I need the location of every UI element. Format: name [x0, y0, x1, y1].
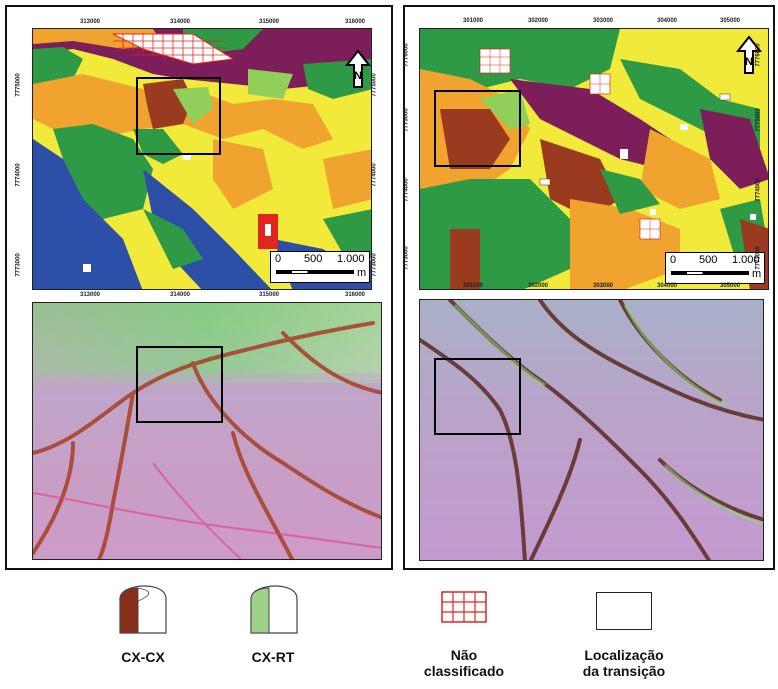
left-xtick-top-1: 313000 — [80, 19, 101, 25]
localizacao-box-icon — [596, 592, 652, 630]
left-classification-raster — [33, 29, 371, 289]
right-drainage-network — [420, 300, 763, 560]
svg-text:N: N — [354, 70, 362, 82]
left-xtick-bottom-1: 313000 — [80, 292, 101, 298]
right-ytick-right-3: 7774000 — [755, 178, 762, 202]
legend-loc-line2: da transição — [582, 663, 666, 679]
nao-classificado-grid-icon — [441, 591, 487, 623]
left-xtick-bottom-3: 315000 — [259, 292, 280, 298]
right-xtick-bottom-4: 304000 — [657, 283, 678, 289]
cx-cx-block-icon — [119, 585, 167, 634]
left-ytick-left-2: 7774000 — [15, 163, 22, 187]
left-panel: N 0 500 1.000 m 313000 314000 315000 316… — [5, 5, 393, 570]
right-classification-map: N 0 500 1.000 m — [419, 28, 769, 290]
left-ytick-left-3: 7773000 — [15, 253, 22, 277]
right-xtick-top-5: 305000 — [720, 18, 741, 24]
right-ytick-left-4: 7773000 — [403, 246, 410, 270]
right-ytick-right-1: 7776000 — [755, 43, 762, 67]
right-composite-image — [419, 299, 764, 561]
right-ytick-right-4: 7773000 — [755, 246, 762, 270]
cx-rt-block-icon — [250, 585, 298, 634]
left-ytick-right-1: 7775000 — [371, 73, 378, 97]
left-xtick-top-2: 314000 — [170, 19, 191, 25]
right-xtick-bottom-3: 303000 — [593, 283, 614, 289]
right-scale-bar: 0 500 1.000 m — [665, 252, 765, 284]
right-xtick-bottom-2: 302000 — [528, 283, 549, 289]
left-xtick-top-4: 316000 — [345, 19, 366, 25]
right-xtick-top-1: 301000 — [463, 18, 484, 24]
legend-nao-line1: Não — [450, 647, 478, 663]
legend-cx-rt: CX-RT — [251, 649, 295, 665]
left-drainage-network — [33, 303, 381, 559]
left-scale-bar: 0 500 1.000 m — [270, 251, 370, 283]
left-xtick-bottom-4: 316000 — [345, 292, 366, 298]
right-ytick-left-2: 7775000 — [403, 108, 410, 132]
right-transition-box-lower — [434, 358, 521, 435]
right-xtick-top-4: 304000 — [657, 18, 678, 24]
legend-cx-cx: CX-CX — [121, 649, 165, 665]
right-classification-raster — [420, 29, 768, 289]
left-classification-map: N 0 500 1.000 m — [32, 28, 372, 290]
right-ytick-left-3: 7774000 — [403, 178, 410, 202]
north-arrow-icon: N — [345, 49, 371, 88]
right-ytick-right-2: 7775000 — [755, 108, 762, 132]
left-composite-image — [32, 302, 382, 560]
left-ytick-right-2: 7774000 — [371, 163, 378, 187]
right-transition-box — [434, 90, 521, 167]
right-panel: N 0 500 1.000 m 301000 302000 303000 304… — [403, 5, 775, 570]
left-transition-box — [136, 77, 221, 155]
right-xtick-top-3: 303000 — [593, 18, 614, 24]
left-ytick-right-3: 7773000 — [371, 253, 378, 277]
legend-nao-line2: classificado — [423, 663, 505, 679]
left-transition-box-lower — [136, 346, 223, 423]
svg-text:N: N — [745, 56, 753, 68]
left-xtick-top-3: 315000 — [259, 19, 280, 25]
legend-loc-line1: Localização — [584, 647, 664, 663]
right-xtick-top-2: 302000 — [528, 18, 549, 24]
right-xtick-bottom-5: 305000 — [720, 283, 741, 289]
north-arrow-icon: N — [736, 35, 762, 74]
left-xtick-bottom-2: 314000 — [170, 292, 191, 298]
right-xtick-bottom-1: 301000 — [463, 283, 484, 289]
left-ytick-left-1: 7775000 — [15, 73, 22, 97]
right-ytick-left-1: 7776000 — [403, 43, 410, 67]
